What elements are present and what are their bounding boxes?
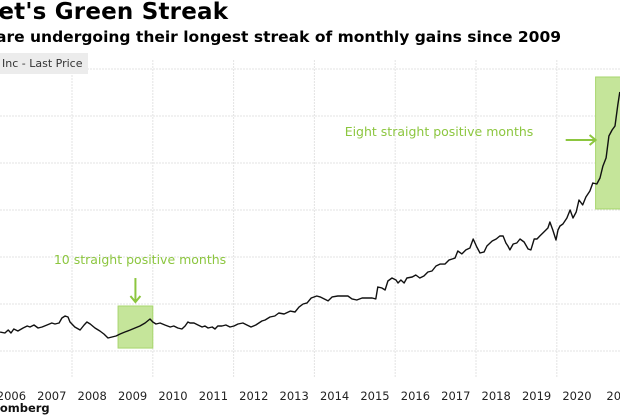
x-tick-label: 202 (606, 389, 620, 403)
annotation-label: 10 straight positive months (54, 252, 226, 267)
x-tick-label: 2018 (482, 389, 511, 403)
x-tick-label: 2015 (360, 389, 389, 403)
x-tick-label: 2017 (441, 389, 470, 403)
annotations-layer: 10 straight positive months Eight straigh… (54, 124, 598, 304)
x-tick-label: 2006 (0, 389, 26, 403)
x-tick-label: 2013 (280, 389, 309, 403)
series-layer (0, 91, 620, 339)
chart-subtitle: are undergoing their longest streak of m… (0, 28, 562, 46)
x-tick-label: 2014 (320, 389, 349, 403)
annotation-arrow-icon (129, 278, 142, 304)
chart-title: abet's Green Streak (0, 0, 229, 25)
legend: Inc - Last Price (0, 53, 88, 74)
arrow-head (129, 295, 142, 304)
legend-label: Inc - Last Price (2, 57, 83, 70)
x-tick-label: 2010 (158, 389, 187, 403)
x-tick-label: 2012 (239, 389, 268, 403)
highlight-boxes (117, 76, 620, 349)
arrow-head (588, 134, 598, 146)
x-tick-label: 2007 (37, 389, 66, 403)
price-line (0, 91, 620, 339)
x-tick-label: 2008 (78, 389, 107, 403)
x-tick-label: 2011 (199, 389, 228, 403)
annotation-arrow-icon (565, 134, 598, 146)
annotation-label: Eight straight positive months (345, 124, 534, 139)
gridlines (0, 60, 620, 378)
source-note: loomberg (0, 401, 50, 415)
x-tick-label: 2019 (522, 389, 551, 403)
highlight-box (117, 305, 154, 349)
x-tick-label: 2016 (401, 389, 430, 403)
x-tick-label: 2020 (562, 389, 591, 403)
x-axis-ticks: 2006 2007 2008 2009 2010 2011 2012 2013 2014 2015… (0, 389, 620, 403)
x-tick-label: 2009 (118, 389, 147, 403)
